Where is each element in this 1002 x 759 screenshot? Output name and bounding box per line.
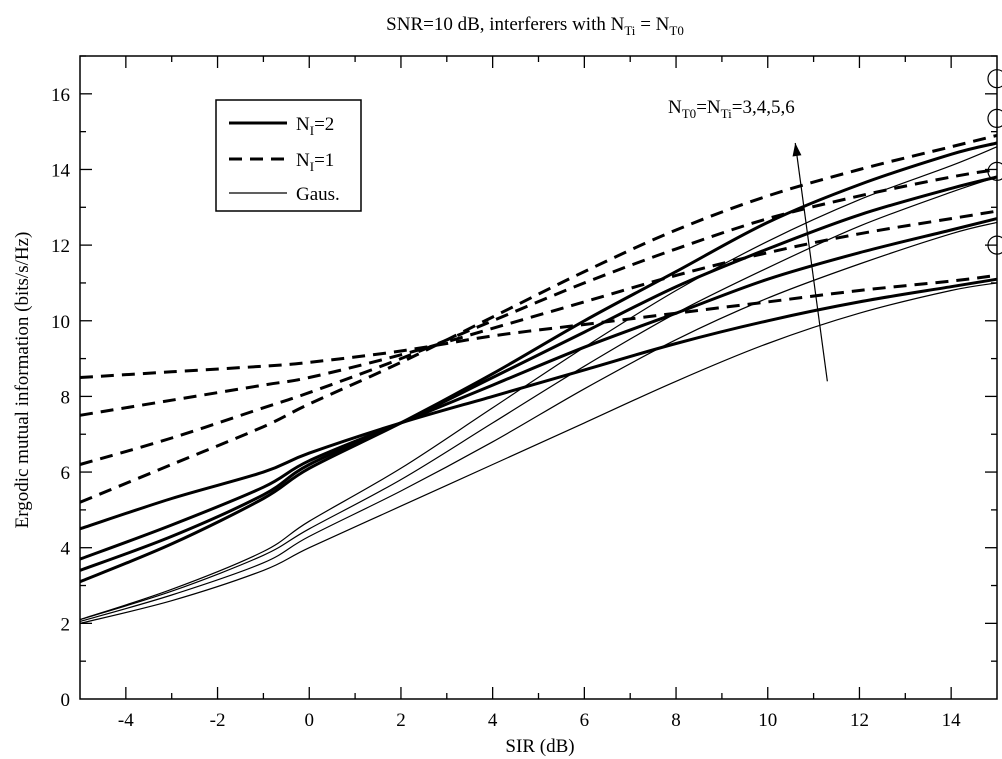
chart-title-sub1: Ti bbox=[624, 23, 635, 38]
series-line-11 bbox=[79, 146, 998, 621]
annotation-label: NT0=NTi=3,4,5,6 bbox=[668, 97, 795, 121]
y-tick-label-2: 2 bbox=[61, 614, 71, 635]
y-axis-label: Ergodic mutual information (bits/s/Hz) bbox=[12, 232, 33, 529]
series-line-5 bbox=[79, 209, 998, 417]
legend-label-ni2-base: N bbox=[296, 114, 310, 135]
y-tick-label-8: 8 bbox=[61, 387, 71, 408]
y-tick-label-6: 6 bbox=[61, 463, 71, 484]
ticks-group: -4 -2 0 2 4 6 8 10 12 14 0 2 4 6 8 10 12 14 16 bbox=[51, 55, 997, 731]
chart-title-mid: = N bbox=[635, 14, 669, 35]
circle-marker-1 bbox=[987, 108, 1002, 129]
x-tick-label-6: 6 bbox=[580, 710, 590, 731]
annotation-p3: =3,4,5,6 bbox=[732, 97, 795, 118]
x-tick-label-4: 4 bbox=[488, 710, 498, 731]
x-tick-label-0: 0 bbox=[305, 710, 315, 731]
series-line-8 bbox=[79, 282, 998, 624]
y-tick-label-10: 10 bbox=[51, 312, 70, 333]
annotation-arrow bbox=[792, 142, 828, 382]
legend-label-ni1: NI=1 bbox=[296, 150, 334, 174]
x-tick-label--4: -4 bbox=[118, 710, 134, 731]
series-line-6 bbox=[79, 168, 998, 466]
legend: NI=2 NI=1 Gaus. bbox=[215, 99, 362, 212]
series-line-1 bbox=[79, 217, 998, 561]
series-line-3 bbox=[79, 141, 998, 584]
legend-label-ni1-base: N bbox=[296, 150, 310, 171]
series-line-7 bbox=[79, 133, 998, 504]
legend-label-ni2-sub: I bbox=[310, 123, 314, 138]
annotation-arrow-shaft bbox=[794, 142, 828, 382]
x-axis-label: SIR (dB) bbox=[505, 736, 574, 757]
legend-label-gaus: Gaus. bbox=[296, 184, 340, 205]
x-tick-label-8: 8 bbox=[671, 710, 681, 731]
series-line-10 bbox=[79, 176, 998, 621]
chart-title-sub2: T0 bbox=[669, 23, 683, 38]
annotation-s1: T0 bbox=[682, 106, 696, 121]
x-tick-label-2: 2 bbox=[396, 710, 406, 731]
x-tick-label-12: 12 bbox=[850, 710, 869, 731]
annotation-p1: N bbox=[668, 97, 682, 118]
legend-label-ni2-suffix: =2 bbox=[314, 114, 334, 135]
y-tick-label-16: 16 bbox=[51, 85, 70, 106]
x-tick-label-14: 14 bbox=[942, 710, 962, 731]
annotation-p2: =N bbox=[696, 97, 721, 118]
series-line-2 bbox=[79, 175, 998, 572]
legend-label-ni1-sub: I bbox=[310, 159, 314, 174]
markers-group bbox=[987, 69, 1002, 255]
y-tick-label-4: 4 bbox=[61, 539, 71, 560]
circle-marker-0 bbox=[987, 69, 1002, 89]
y-tick-label-0: 0 bbox=[61, 690, 71, 711]
series-line-9 bbox=[79, 221, 998, 623]
plot-frame bbox=[79, 55, 998, 700]
annotation-arrow-head bbox=[792, 142, 802, 157]
chart-title-prefix: SNR=10 dB, interferers with N bbox=[386, 14, 624, 35]
chart-title: SNR=10 dB, interferers with NTi = NT0 bbox=[386, 14, 684, 38]
x-tick-label--2: -2 bbox=[210, 710, 226, 731]
series-line-0 bbox=[79, 277, 998, 531]
x-tick-label-10: 10 bbox=[758, 710, 777, 731]
annotation-s2: Ti bbox=[721, 106, 732, 121]
y-tick-label-14: 14 bbox=[51, 160, 71, 181]
legend-label-ni2: NI=2 bbox=[296, 114, 334, 138]
legend-label-ni1-suffix: =1 bbox=[314, 150, 334, 171]
series-group bbox=[79, 133, 998, 624]
series-line-4 bbox=[79, 273, 998, 379]
y-tick-label-12: 12 bbox=[51, 236, 70, 257]
